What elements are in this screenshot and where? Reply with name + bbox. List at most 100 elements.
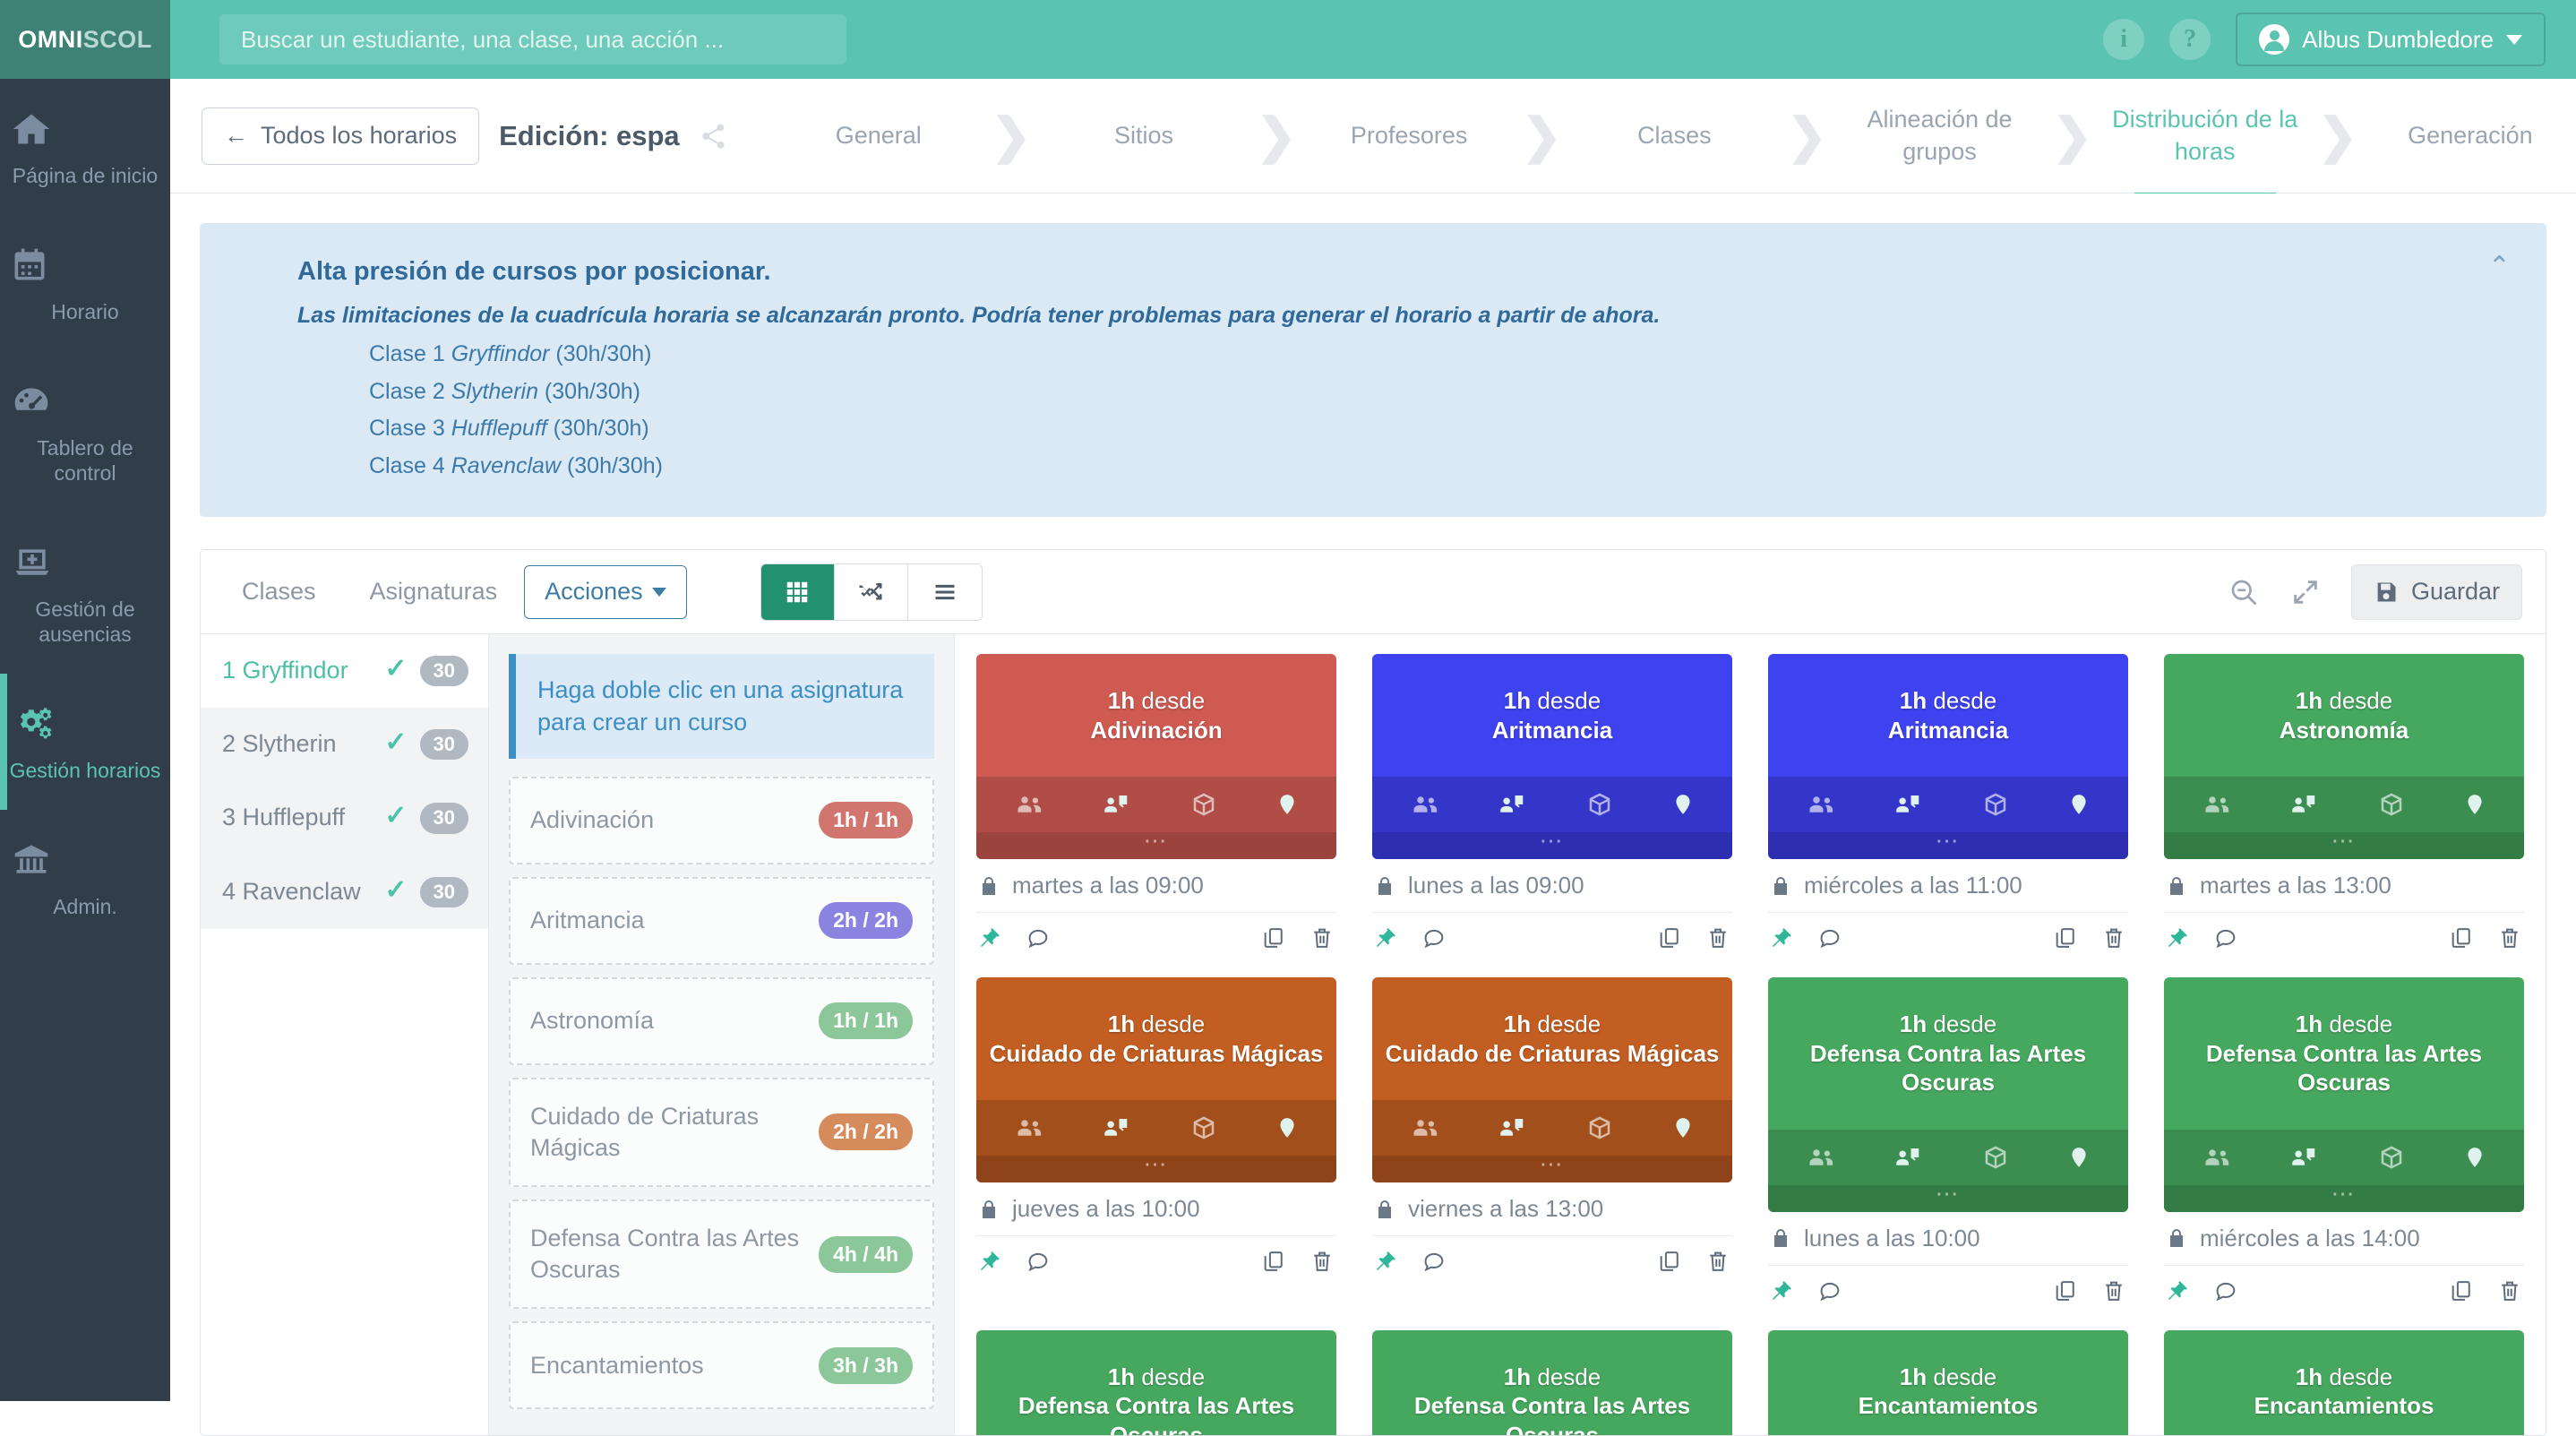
comment-icon[interactable] [1816,1278,1843,1303]
box-icon[interactable] [1981,791,2010,818]
subject-item[interactable]: Aritmancia 2h / 2h [509,876,934,965]
location-pin-icon[interactable] [2067,1144,2091,1171]
lock-icon[interactable] [1770,873,1791,899]
teacher-board-icon[interactable] [1893,1144,1924,1171]
group-icon[interactable] [1806,1144,1836,1171]
pushpin-icon[interactable] [2166,925,2189,950]
duplicate-icon[interactable] [1657,925,1682,950]
trash-icon[interactable] [2497,925,2522,950]
expand-icon[interactable] [2290,577,2321,607]
duplicate-icon[interactable] [1657,1249,1682,1274]
comment-icon[interactable] [1025,925,1052,950]
class-list-item[interactable]: 1 Gryffindor ✓ 30 [201,634,488,709]
box-icon[interactable] [1585,1114,1614,1141]
more-dots-icon[interactable]: ⋯ [976,829,1336,860]
step-distribucion-de-la-horas[interactable]: Distribución de la horas [2099,97,2311,174]
sidebar-item-gestion-horarios[interactable]: Gestión horarios [0,674,170,811]
trash-icon[interactable] [1309,925,1335,950]
course-card-body[interactable]: 1h desde Cuidado de Criaturas Mágicas ⋯ [976,977,1336,1183]
course-card-body[interactable]: 1h desde Astronomía ⋯ [2164,654,2524,860]
pushpin-icon[interactable] [1374,925,1397,950]
trash-icon[interactable] [2101,1278,2126,1303]
lock-icon[interactable] [1374,873,1395,899]
trash-icon[interactable] [2101,925,2126,950]
course-card[interactable]: 1h desde Cuidado de Criaturas Mágicas ⋯ jue… [976,977,1336,1303]
app-logo[interactable]: OMNISCOL [0,0,170,79]
course-card[interactable]: 1h desde Cuidado de Criaturas Mágicas ⋯ vie… [1372,977,1732,1303]
sidebar-item-horario[interactable]: Horario [0,215,170,351]
location-pin-icon[interactable] [2067,791,2091,818]
sidebar-item-pagina-de-inicio[interactable]: Página de inicio [0,79,170,215]
duplicate-icon[interactable] [1261,1249,1286,1274]
course-card-body[interactable]: 1h desde Defensa Contra las Artes Oscuras… [1768,977,2128,1212]
more-dots-icon[interactable]: ⋯ [2164,829,2524,860]
box-icon[interactable] [1981,1144,2010,1171]
shuffle-view-icon[interactable] [834,563,908,620]
tab-clases[interactable]: Clases [242,578,316,605]
course-card-body[interactable]: 1h desde Adivinación ⋯ [976,654,1336,860]
pushpin-icon[interactable] [978,1249,1001,1274]
group-icon[interactable] [2202,1144,2232,1171]
lock-icon[interactable] [2166,873,2187,899]
teacher-board-icon[interactable] [1893,791,1924,818]
subject-item[interactable]: Encantamientos 3h / 3h [509,1321,934,1410]
box-icon[interactable] [2377,791,2406,818]
trash-icon[interactable] [1705,1249,1730,1274]
course-card-body[interactable]: 1h desde Defensa Contra las Artes Oscuras… [1372,1329,1732,1435]
more-dots-icon[interactable]: ⋯ [1372,829,1732,860]
box-icon[interactable] [1189,1114,1218,1141]
location-pin-icon[interactable] [2463,791,2486,818]
group-icon[interactable] [1410,791,1440,818]
course-card[interactable]: 1h desde Defensa Contra las Artes Oscuras… [976,1329,1336,1435]
step-general[interactable]: General [835,121,922,149]
duplicate-icon[interactable] [1261,925,1286,950]
more-dots-icon[interactable]: ⋯ [1372,1152,1732,1183]
chevron-up-icon[interactable]: ⌃ [2487,252,2511,281]
lock-icon[interactable] [978,1197,1000,1222]
user-menu-button[interactable]: Albus Dumbledore [2236,13,2546,66]
sidebar-item-tablero-de-control[interactable]: Tablero de control [0,351,170,512]
teacher-board-icon[interactable] [1102,791,1132,818]
save-button[interactable]: Guardar [2350,563,2522,620]
course-card-body[interactable]: 1h desde Aritmancia ⋯ [1768,654,2128,860]
course-card-body[interactable]: 1h desde Aritmancia ⋯ [1372,654,1732,860]
box-icon[interactable] [1585,791,1614,818]
more-dots-icon[interactable]: ⋯ [1768,1182,2128,1212]
subject-item[interactable]: Cuidado de Criaturas Mágicas 2h / 2h [509,1077,934,1188]
group-icon[interactable] [1410,1114,1440,1141]
class-list-item[interactable]: 4 Ravenclaw ✓ 30 [201,855,488,929]
pushpin-icon[interactable] [978,925,1001,950]
group-icon[interactable] [1014,791,1044,818]
step-profesores[interactable]: Profesores [1350,121,1468,149]
course-card[interactable]: 1h desde Defensa Contra las Artes Oscuras… [2164,977,2524,1303]
duplicate-icon[interactable] [2053,925,2078,950]
step-alineacion-de-grupos[interactable]: Alineación de grupos [1867,106,2013,165]
comment-icon[interactable] [2212,925,2239,950]
lock-icon[interactable] [2166,1225,2187,1251]
trash-icon[interactable] [2497,1278,2522,1303]
more-dots-icon[interactable]: ⋯ [1768,829,2128,860]
class-list-item[interactable]: 2 Slytherin ✓ 30 [201,708,488,782]
comment-icon[interactable] [1421,925,1447,950]
box-icon[interactable] [1189,791,1218,818]
group-icon[interactable] [1806,791,1836,818]
location-pin-icon[interactable] [1671,1114,1695,1141]
subject-item[interactable]: Adivinación 1h / 1h [509,776,934,864]
lock-icon[interactable] [978,873,1000,899]
lock-icon[interactable] [1770,1225,1791,1251]
list-view-icon[interactable] [907,563,982,620]
step-sitios[interactable]: Sitios [1113,121,1173,149]
course-card[interactable]: 1h desde Aritmancia ⋯ lunes a las 09:00 [1372,654,1732,950]
more-dots-icon[interactable]: ⋯ [976,1152,1336,1183]
comment-icon[interactable] [1025,1249,1052,1274]
step-generacion[interactable]: Generación [2408,121,2533,149]
location-pin-icon[interactable] [1275,1114,1299,1141]
course-card[interactable]: 1h desde Astronomía ⋯ martes a las 13:00 [2164,654,2524,950]
course-card-body[interactable]: 1h desde Defensa Contra las Artes Oscuras… [2164,977,2524,1212]
location-pin-icon[interactable] [1671,791,1695,818]
teacher-board-icon[interactable] [1498,1114,1528,1141]
box-icon[interactable] [2377,1144,2406,1171]
sidebar-item-admin[interactable]: Admin. [0,810,170,946]
